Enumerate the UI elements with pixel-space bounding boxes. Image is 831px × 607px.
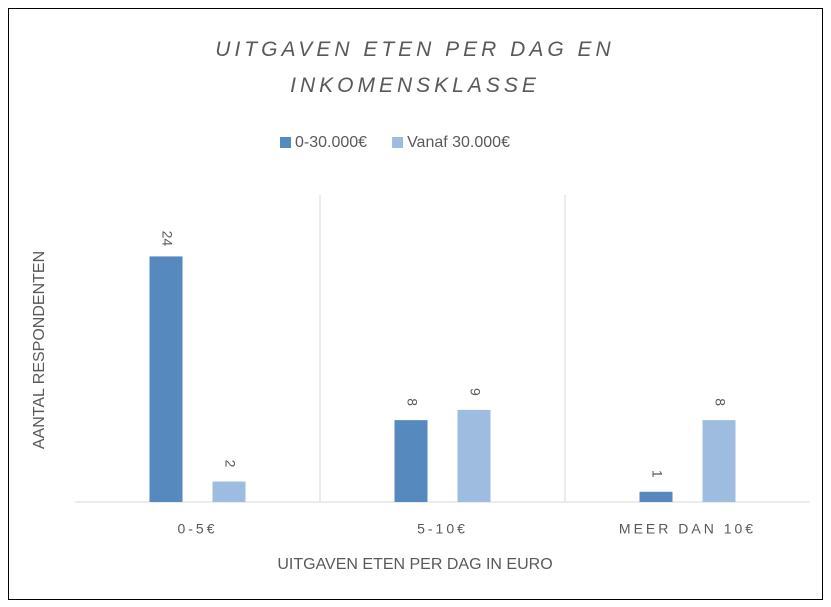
bar (457, 409, 491, 502)
bar (702, 420, 736, 502)
data-label: 9 (467, 388, 483, 396)
x-tick-label: 0-5€ (177, 521, 217, 537)
legend-swatch (392, 137, 404, 148)
data-label: 1 (649, 470, 665, 478)
data-label: 2 (222, 460, 238, 468)
y-axis-label: AANTAL RESPONDENTEN (31, 251, 48, 449)
data-label: 8 (404, 398, 420, 406)
x-axis-label: UITGAVEN ETEN PER DAG IN EURO (277, 556, 552, 573)
legend-label: Vanaf 30.000€ (407, 134, 510, 151)
chart-title: UITGAVEN ETEN PER DAG EN INKOMENSKLASSE (215, 38, 615, 97)
bar (394, 420, 428, 502)
x-tick-label: MEER DAN 10€ (619, 521, 756, 537)
data-label: 8 (712, 398, 728, 406)
legend-swatch (280, 137, 291, 148)
legend-label: 0-30.000€ (295, 134, 367, 151)
data-label: 24 (159, 231, 175, 247)
bar (149, 256, 183, 502)
x-tick-label: 5-10€ (417, 521, 468, 537)
bar (212, 481, 246, 502)
bar (639, 491, 673, 502)
